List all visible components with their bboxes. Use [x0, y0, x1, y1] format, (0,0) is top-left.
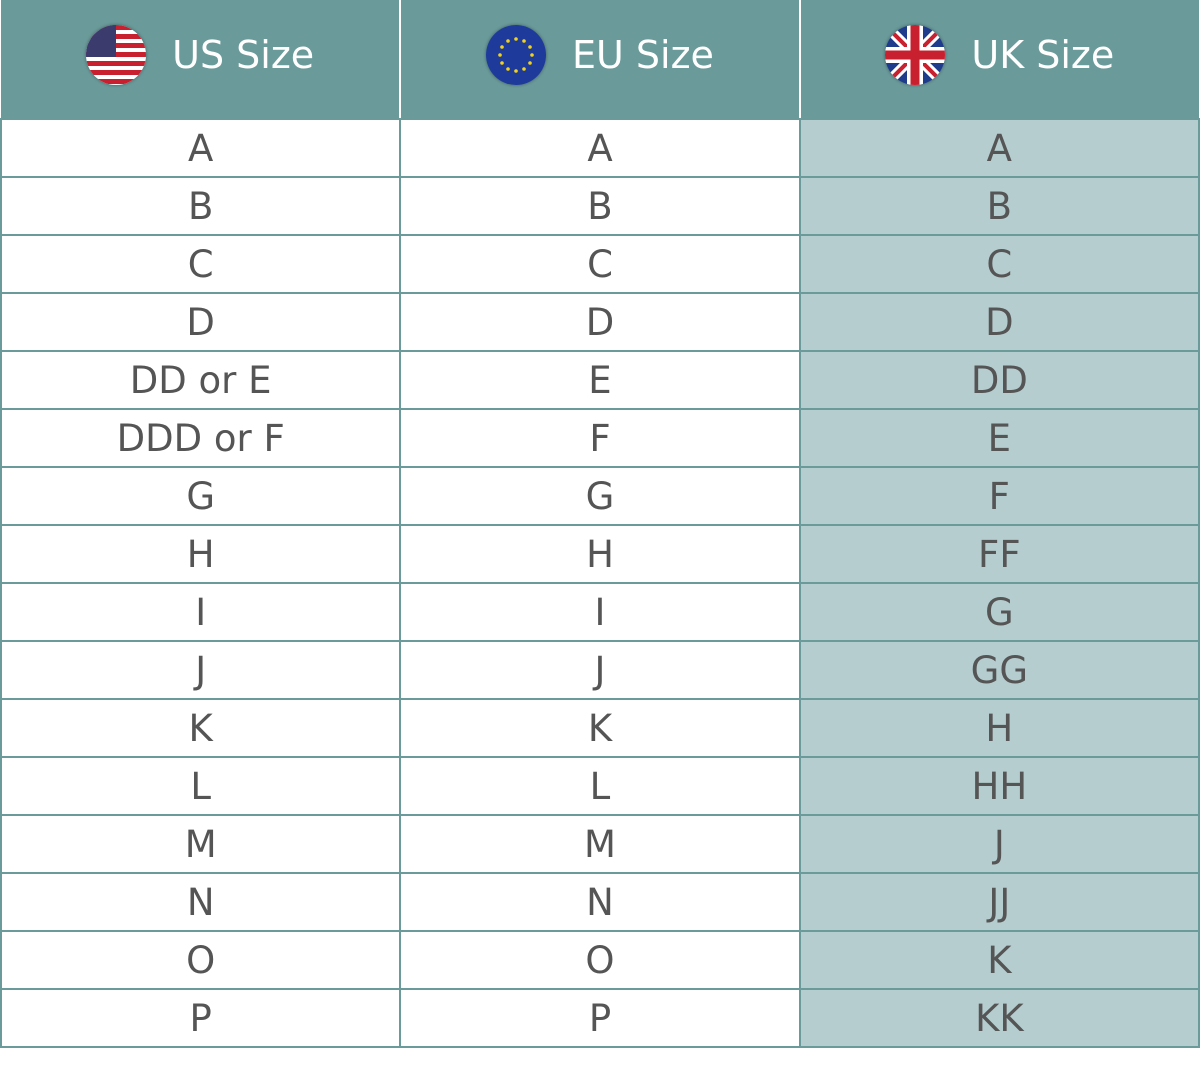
eu-size-cell: A	[399, 118, 801, 178]
eu-size-header: EU Size	[399, 0, 801, 120]
eu-size-cell: G	[399, 466, 801, 526]
us-size-cell: A	[0, 118, 402, 178]
us-size-cell: H	[0, 524, 402, 584]
header-row: US Size EU Size UK Size	[1, 0, 1199, 120]
table-row: L L HH	[0, 756, 1200, 816]
us-size-cell: I	[0, 582, 402, 642]
table-row: J J GG	[0, 640, 1200, 700]
uk-size-cell: H	[798, 698, 1200, 758]
us-size-cell: C	[0, 234, 402, 294]
uk-size-cell: K	[798, 930, 1200, 990]
uk-size-cell: F	[798, 466, 1200, 526]
uk-size-cell: B	[798, 176, 1200, 236]
uk-size-cell: A	[798, 118, 1200, 178]
us-flag-icon	[86, 24, 147, 85]
uk-size-cell: HH	[798, 756, 1200, 816]
us-size-cell: B	[0, 176, 402, 236]
eu-size-cell: N	[399, 872, 801, 932]
us-size-cell: O	[0, 930, 402, 990]
eu-size-cell: D	[399, 292, 801, 352]
eu-size-cell: P	[399, 988, 801, 1048]
uk-size-header: UK Size	[798, 0, 1199, 120]
uk-size-cell: G	[798, 582, 1200, 642]
table-row: N N JJ	[0, 872, 1200, 932]
eu-size-cell: I	[399, 582, 801, 642]
uk-size-cell: KK	[798, 988, 1200, 1048]
uk-size-cell: D	[798, 292, 1200, 352]
us-size-cell: DD or E	[0, 350, 402, 410]
eu-size-cell: J	[399, 640, 801, 700]
us-size-cell: D	[0, 292, 402, 352]
eu-size-cell: O	[399, 930, 801, 990]
uk-size-cell: DD	[798, 350, 1200, 410]
size-conversion-table: US Size EU Size UK Size A A A B B B C C C D D D DD o…	[0, 0, 1200, 1048]
eu-size-cell: M	[399, 814, 801, 874]
uk-size-cell: FF	[798, 524, 1200, 584]
us-size-cell: G	[0, 466, 402, 526]
uk-size-cell: C	[798, 234, 1200, 294]
us-size-label: US Size	[172, 32, 315, 77]
eu-size-cell: E	[399, 350, 801, 410]
eu-size-cell: L	[399, 756, 801, 816]
us-size-cell: M	[0, 814, 402, 874]
uk-size-cell: JJ	[798, 872, 1200, 932]
us-size-cell: P	[0, 988, 402, 1048]
eu-flag-icon	[486, 24, 547, 85]
us-size-cell: J	[0, 640, 402, 700]
uk-size-cell: J	[798, 814, 1200, 874]
us-size-header: US Size	[1, 0, 402, 120]
eu-size-cell: B	[399, 176, 801, 236]
us-size-cell: DDD or F	[0, 408, 402, 468]
uk-flag-icon	[885, 24, 946, 85]
uk-size-cell: GG	[798, 640, 1200, 700]
table-row: DD or E E DD	[0, 350, 1200, 410]
eu-size-cell: C	[399, 234, 801, 294]
uk-size-cell: E	[798, 408, 1200, 468]
eu-size-cell: K	[399, 698, 801, 758]
us-size-cell: L	[0, 756, 402, 816]
us-size-cell: N	[0, 872, 402, 932]
uk-size-label: UK Size	[971, 32, 1115, 77]
eu-size-cell: H	[399, 524, 801, 584]
eu-size-cell: F	[399, 408, 801, 468]
us-size-cell: K	[0, 698, 402, 758]
table-row: H H FF	[0, 524, 1200, 584]
table-row: P P KK	[0, 988, 1200, 1048]
eu-size-label: EU Size	[572, 32, 714, 77]
